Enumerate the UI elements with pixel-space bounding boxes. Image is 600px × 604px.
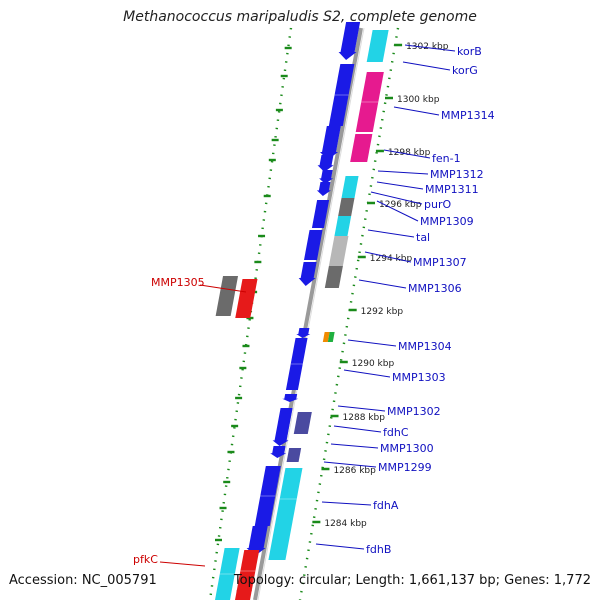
scale-axis: 1302 kbp 1300 kbp 1298 kbp 1296 kbp 1294 kbp… — [312, 42, 449, 529]
scale-label: 1284 kbp — [324, 519, 367, 529]
leader-line — [159, 561, 206, 567]
cds-feature — [235, 590, 252, 600]
cds-feature — [296, 328, 311, 338]
leader-line — [404, 44, 456, 52]
cds-feature — [285, 338, 308, 390]
cds-feature — [235, 279, 258, 318]
scale-label: 1294 kbp — [370, 254, 413, 264]
gene-label: MMP1303 — [392, 371, 446, 384]
scale-label: 1288 kbp — [343, 413, 386, 423]
cds-feature — [246, 526, 268, 556]
leader-line — [330, 443, 379, 449]
cds-feature — [293, 412, 312, 434]
gene-label: MMP1309 — [420, 215, 474, 228]
cds-feature — [317, 155, 334, 172]
leader-line — [323, 461, 377, 468]
gene-label: MMP1299 — [378, 461, 432, 474]
cds-feature — [298, 262, 317, 286]
leader-line — [199, 284, 247, 293]
cds-feature — [328, 64, 355, 126]
cds-feature — [272, 432, 289, 446]
leader-line — [370, 191, 423, 205]
gene-label: MMP1314 — [441, 109, 495, 122]
scale-label: 1292 kbp — [361, 307, 404, 317]
cds-feature — [355, 72, 384, 132]
scale-label: 1300 kbp — [397, 95, 440, 105]
cds-feature — [338, 198, 355, 216]
scale-label: 1286 kbp — [333, 466, 376, 476]
leader-line — [377, 170, 429, 175]
cds-features — [215, 22, 389, 600]
cds-feature — [286, 448, 302, 462]
gene-label: MMP1311 — [425, 183, 479, 196]
gene-label: purO — [424, 198, 451, 211]
leader-line — [376, 181, 424, 190]
leader-line — [383, 149, 431, 159]
scale-label: 1296 kbp — [379, 200, 422, 210]
gene-label: MMP1312 — [430, 168, 484, 181]
cds-feature — [273, 468, 303, 530]
cds-feature — [276, 408, 293, 432]
gene-label: fdhA — [373, 499, 399, 512]
cds-feature — [324, 266, 343, 288]
map-title: Methanococcus maripaludis S2, complete g… — [123, 9, 477, 25]
gene-label: fdhB — [366, 543, 391, 556]
accession-label: Accession: NC_005791 — [9, 573, 157, 588]
gene-label: tal — [416, 231, 430, 244]
leader-line — [337, 405, 386, 412]
leader-line — [333, 425, 382, 433]
leader-line — [364, 251, 412, 263]
cds-feature — [236, 550, 260, 592]
cds-feature — [270, 446, 287, 458]
cds-feature — [215, 276, 239, 316]
gene-label: MMP1304 — [398, 340, 452, 353]
scale-label: 1298 kbp — [388, 148, 431, 158]
cds-feature — [338, 22, 361, 60]
leader-line — [393, 106, 440, 116]
genome-summary: Topology: circular; Length: 1,661,137 bp… — [233, 573, 591, 588]
cds-feature — [215, 548, 240, 600]
gene-label: MMP1300 — [380, 442, 434, 455]
gene-label: MMP1306 — [408, 282, 462, 295]
scale-label: 1302 kbp — [406, 42, 449, 52]
cds-feature — [282, 394, 299, 402]
cds-feature — [320, 126, 341, 160]
gene-label: MMP1307 — [413, 256, 467, 269]
cds-feature — [316, 182, 331, 196]
leader-line — [402, 61, 451, 71]
gene-label: korB — [457, 45, 482, 58]
cds-feature — [341, 176, 359, 198]
cds-feature — [334, 216, 352, 236]
cds-feature — [350, 134, 373, 162]
leader-line — [358, 279, 407, 289]
leader-line — [321, 501, 372, 506]
cds-feature — [322, 332, 330, 342]
cds-feature — [328, 236, 349, 266]
gene-label: pfkC — [133, 553, 158, 566]
cds-feature — [268, 530, 291, 560]
gene-label: MMP1305 — [151, 276, 205, 289]
gene-label: MMP1302 — [387, 405, 441, 418]
cds-feature — [254, 466, 281, 526]
leader-line — [367, 229, 415, 238]
leader-line — [315, 543, 365, 550]
leader-line — [376, 200, 419, 222]
gene-label: korG — [452, 64, 478, 77]
cds-feature — [311, 200, 330, 228]
cds-feature — [304, 230, 323, 260]
cds-feature — [327, 332, 335, 342]
outer-track-dashes — [214, 46, 292, 542]
gene-label: fen-1 — [432, 152, 461, 165]
cds-feature — [319, 170, 334, 184]
gene-label: fdhC — [383, 426, 409, 439]
scale-label: 1290 kbp — [352, 359, 395, 369]
cds-feature — [366, 30, 389, 62]
gene-labels: korB korG MMP1314 fen-1 MMP1312 MMP1311 purO MM… — [133, 44, 495, 567]
leader-line — [347, 339, 397, 347]
leader-line — [343, 369, 391, 378]
